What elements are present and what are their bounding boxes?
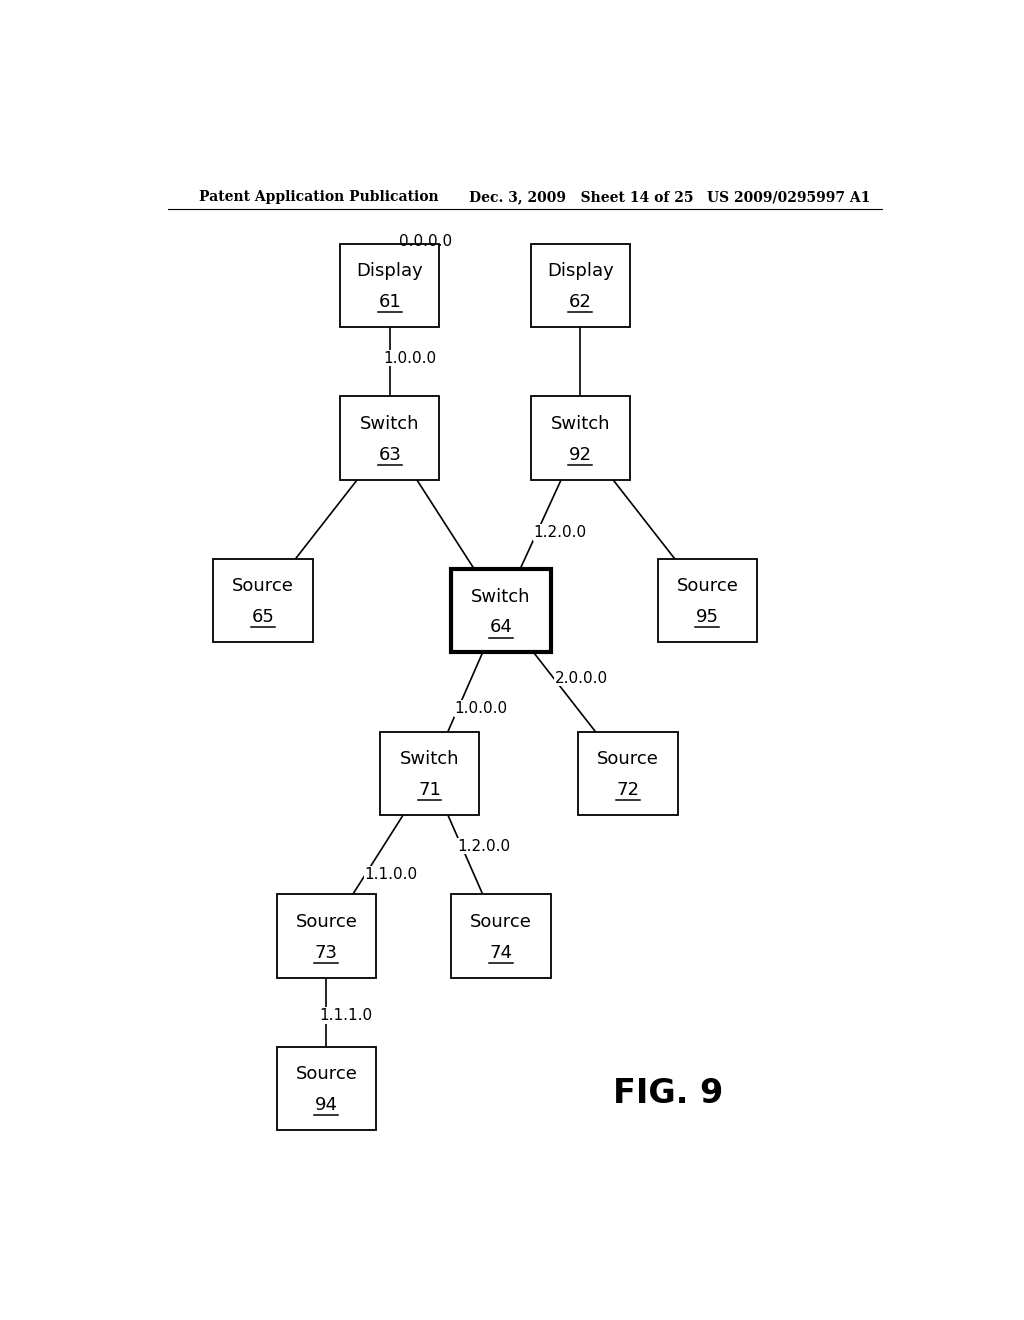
Text: Source: Source xyxy=(232,577,294,595)
Text: 1.1.0.0: 1.1.0.0 xyxy=(365,867,418,882)
Text: Dec. 3, 2009   Sheet 14 of 25: Dec. 3, 2009 Sheet 14 of 25 xyxy=(469,190,693,205)
FancyBboxPatch shape xyxy=(340,396,439,479)
Text: FIG. 9: FIG. 9 xyxy=(612,1077,723,1110)
Text: 94: 94 xyxy=(315,1096,338,1114)
Text: 92: 92 xyxy=(569,446,592,463)
Text: Switch: Switch xyxy=(551,414,610,433)
FancyBboxPatch shape xyxy=(579,731,678,814)
Text: 72: 72 xyxy=(616,781,639,799)
FancyBboxPatch shape xyxy=(657,558,757,643)
Text: 1.0.0.0: 1.0.0.0 xyxy=(455,701,508,715)
Text: 61: 61 xyxy=(379,293,401,312)
Text: Source: Source xyxy=(677,577,738,595)
Text: Source: Source xyxy=(296,1065,357,1084)
Text: US 2009/0295997 A1: US 2009/0295997 A1 xyxy=(708,190,870,205)
Text: Switch: Switch xyxy=(399,750,460,768)
Text: 71: 71 xyxy=(418,781,441,799)
FancyBboxPatch shape xyxy=(452,569,551,652)
Text: 1.2.0.0: 1.2.0.0 xyxy=(458,838,511,854)
Text: 1.2.0.0: 1.2.0.0 xyxy=(534,525,587,540)
FancyBboxPatch shape xyxy=(452,894,551,978)
Text: Display: Display xyxy=(356,263,423,280)
Text: Switch: Switch xyxy=(471,587,530,606)
Text: Patent Application Publication: Patent Application Publication xyxy=(200,190,439,205)
Text: Source: Source xyxy=(470,912,531,931)
FancyBboxPatch shape xyxy=(340,244,439,327)
Text: Switch: Switch xyxy=(360,414,420,433)
FancyBboxPatch shape xyxy=(213,558,312,643)
Text: Display: Display xyxy=(547,263,613,280)
Text: 64: 64 xyxy=(489,618,512,636)
FancyBboxPatch shape xyxy=(380,731,479,814)
FancyBboxPatch shape xyxy=(530,244,630,327)
Text: 95: 95 xyxy=(696,609,719,626)
Text: 1.1.1.0: 1.1.1.0 xyxy=(319,1008,373,1023)
Text: 2.0.0.0: 2.0.0.0 xyxy=(555,671,608,685)
Text: 62: 62 xyxy=(569,293,592,312)
FancyBboxPatch shape xyxy=(530,396,630,479)
FancyBboxPatch shape xyxy=(276,894,376,978)
Text: 73: 73 xyxy=(315,944,338,961)
Text: 63: 63 xyxy=(379,446,401,463)
Text: 65: 65 xyxy=(252,609,274,626)
Text: 74: 74 xyxy=(489,944,512,961)
Text: 0.0.0.0: 0.0.0.0 xyxy=(399,234,453,249)
Text: 1.0.0.0: 1.0.0.0 xyxy=(383,351,436,366)
Text: Source: Source xyxy=(597,750,658,768)
Text: Source: Source xyxy=(296,912,357,931)
FancyBboxPatch shape xyxy=(276,1047,376,1130)
